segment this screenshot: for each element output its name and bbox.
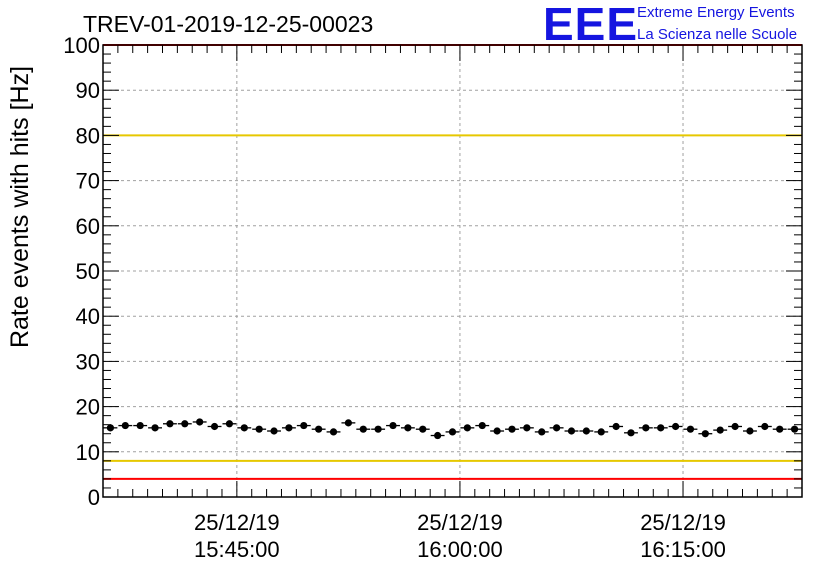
data-point bbox=[255, 425, 263, 433]
x-tick-time-label: 16:00:00 bbox=[417, 537, 503, 562]
y-tick-label: 20 bbox=[76, 395, 100, 420]
x-tick-date-label: 25/12/19 bbox=[417, 510, 503, 535]
y-axis-label: Rate events with hits [Hz] bbox=[6, 66, 34, 348]
grid bbox=[103, 45, 802, 497]
data-point bbox=[761, 422, 769, 431]
y-tick-label: 50 bbox=[76, 259, 100, 284]
data-point bbox=[612, 422, 620, 431]
data-point bbox=[181, 420, 189, 428]
y-tick-label: 10 bbox=[76, 440, 100, 465]
data-point bbox=[686, 425, 695, 433]
x-tick-date-label: 25/12/19 bbox=[194, 510, 280, 535]
data-point bbox=[419, 425, 427, 433]
data-point bbox=[597, 428, 605, 436]
x-tick-labels: 25/12/1915:45:0025/12/1916:00:0025/12/19… bbox=[194, 510, 726, 562]
data-point bbox=[493, 427, 501, 435]
data-point bbox=[448, 428, 457, 436]
logo-acronym: EEE bbox=[543, 0, 638, 50]
y-tick-label: 0 bbox=[88, 485, 100, 510]
y-tick-label: 40 bbox=[76, 304, 100, 329]
data-point bbox=[270, 427, 278, 435]
y-tick-label: 80 bbox=[76, 123, 100, 148]
y-tick-label: 100 bbox=[63, 33, 100, 58]
data-point bbox=[166, 420, 174, 428]
data-point bbox=[627, 429, 635, 437]
x-tick-time-label: 16:15:00 bbox=[640, 537, 726, 562]
data-point bbox=[374, 425, 382, 433]
data-point bbox=[657, 424, 665, 432]
data-point bbox=[225, 420, 234, 428]
x-tick-date-label: 25/12/19 bbox=[640, 510, 726, 535]
data-point bbox=[240, 424, 248, 432]
data-point bbox=[344, 419, 352, 427]
data-point bbox=[553, 424, 561, 432]
eee-logo: EEE Extreme Energy Events La Scienza nel… bbox=[543, 0, 797, 50]
data-point bbox=[359, 425, 367, 433]
logo-line-1: Extreme Energy Events bbox=[637, 4, 795, 21]
data-point bbox=[478, 421, 486, 430]
data-point bbox=[434, 431, 442, 440]
data-point bbox=[716, 426, 724, 434]
data-point bbox=[642, 424, 650, 432]
data-point bbox=[196, 418, 204, 426]
y-tick-label: 90 bbox=[76, 78, 100, 103]
data-point bbox=[300, 421, 308, 430]
data-point bbox=[523, 424, 531, 432]
data-point bbox=[136, 421, 144, 430]
data-point bbox=[538, 428, 546, 436]
y-tick-labels: 0 10 20 30 40 50 60 70 80 90 100 bbox=[63, 33, 100, 510]
data-point bbox=[315, 425, 323, 433]
data-point bbox=[671, 422, 680, 431]
data-point bbox=[285, 424, 293, 432]
data-point bbox=[210, 422, 219, 431]
x-tick-time-label: 15:45:00 bbox=[194, 537, 280, 562]
y-tick-label: 70 bbox=[76, 169, 100, 194]
data-point bbox=[329, 428, 338, 436]
data-point bbox=[776, 425, 784, 433]
data-point bbox=[701, 430, 709, 438]
data-point bbox=[389, 421, 397, 430]
data-point bbox=[404, 424, 412, 432]
y-tick-label: 60 bbox=[76, 214, 100, 239]
data-point bbox=[508, 425, 516, 433]
data-point bbox=[731, 422, 739, 431]
y-tick-label: 30 bbox=[76, 349, 100, 374]
chart-title: TREV-01-2019-12-25-00023 bbox=[83, 11, 373, 37]
data-point bbox=[582, 427, 590, 435]
data-point bbox=[106, 424, 115, 432]
data-point bbox=[567, 427, 576, 435]
data-point bbox=[463, 424, 471, 432]
axis-ticks bbox=[102, 44, 803, 498]
data-point bbox=[746, 427, 754, 435]
data-point bbox=[151, 424, 159, 432]
data-points bbox=[103, 418, 802, 440]
data-point bbox=[790, 425, 799, 433]
data-point bbox=[121, 421, 129, 430]
reference-lines bbox=[103, 44, 802, 480]
logo-line-2: La Scienza nelle Scuole bbox=[637, 26, 797, 43]
